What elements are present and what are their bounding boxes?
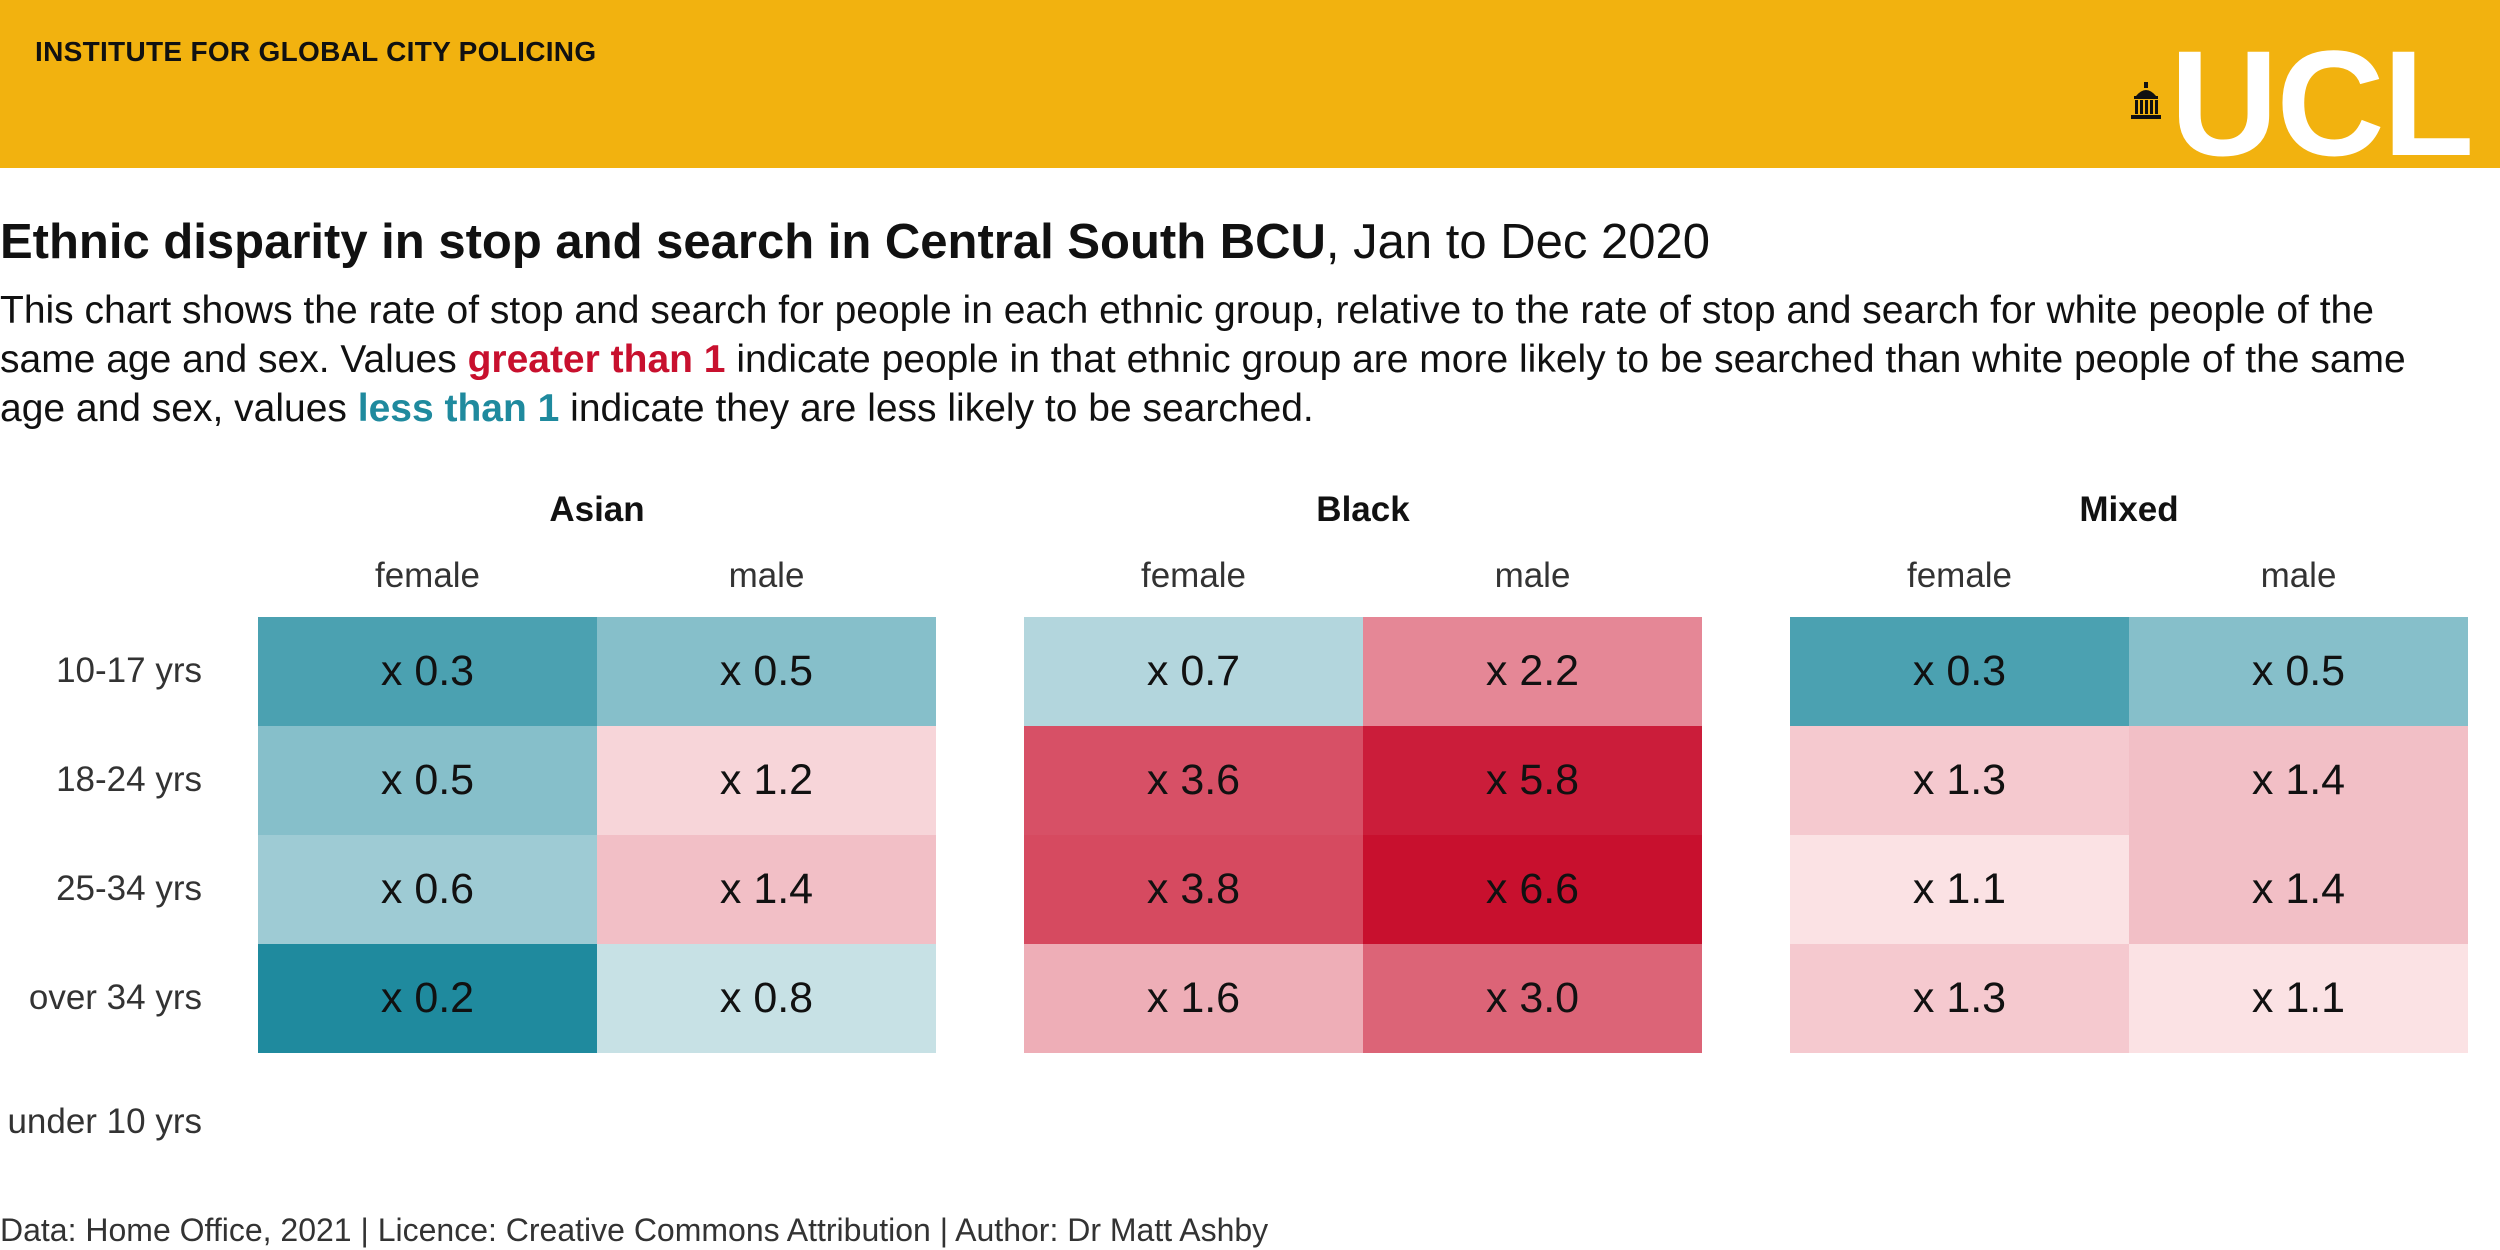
heatmap-cell: x 1.2 bbox=[597, 726, 936, 835]
column-label: male bbox=[2260, 556, 2337, 595]
group-label: Black bbox=[1316, 490, 1410, 529]
heatmap-cell: x 1.6 bbox=[1024, 944, 1363, 1053]
institute-title: INSTITUTE FOR GLOBAL CITY POLICING bbox=[35, 36, 597, 67]
heatmap-cell: x 0.8 bbox=[597, 944, 936, 1053]
row-label: over 34 yrs bbox=[28, 978, 202, 1017]
heatmap-cell: x 3.8 bbox=[1024, 835, 1363, 944]
column-label: female bbox=[1906, 556, 2013, 595]
panel-mixed: Mixed female male x 0.3 x 0.5 x 1.3 x 1.4 x 1.1… bbox=[1790, 480, 2468, 1060]
heatmap-cell: x 2.2 bbox=[1363, 617, 1702, 726]
row-label: 25-34 yrs bbox=[56, 869, 202, 908]
column-label: female bbox=[374, 556, 481, 595]
subtitle-text-3: indicate they are less likely to be sear… bbox=[559, 387, 1314, 430]
header-banner: INSTITUTE FOR GLOBAL CITY POLICING UCL bbox=[0, 0, 2500, 178]
heatmap-cell: x 1.4 bbox=[597, 835, 936, 944]
panel-black: Black female male x 0.7 x 2.2 x 3.6 x 5.8 x 3.8… bbox=[1024, 480, 1702, 1060]
heatmap-cell: x 0.3 bbox=[1790, 617, 2129, 726]
heatmap-cell: x 5.8 bbox=[1363, 726, 1702, 835]
heatmap-cell: x 0.5 bbox=[597, 617, 936, 726]
chart-title: Ethnic disparity in stop and search in C… bbox=[0, 214, 1710, 270]
subtitle-text-1: This chart shows the rate of stop and se… bbox=[0, 289, 2374, 381]
heatmap-cell: x 0.6 bbox=[258, 835, 597, 944]
heatmap-cell: x 0.5 bbox=[2129, 617, 2468, 726]
heatmap-cell: x 1.4 bbox=[2129, 726, 2468, 835]
heatmap-cell: x 1.3 bbox=[1790, 944, 2129, 1053]
column-label: male bbox=[1494, 556, 1571, 595]
ucl-logo: UCL bbox=[2120, 28, 2474, 178]
heatmap-cell: x 0.2 bbox=[258, 944, 597, 1053]
group-label: Asian bbox=[549, 490, 645, 529]
row-label: under 10 yrs bbox=[7, 1102, 202, 1141]
heatmap-cell: x 1.1 bbox=[1790, 835, 2129, 944]
heatmap-cell: x 0.3 bbox=[258, 617, 597, 726]
heatmap-cell: x 3.0 bbox=[1363, 944, 1702, 1053]
source-caption: Data: Home Office, 2021 | Licence: Creat… bbox=[0, 1212, 1269, 1248]
row-label: 10-17 yrs bbox=[56, 651, 202, 690]
row-label: 18-24 yrs bbox=[56, 760, 202, 799]
subtitle-text-2: indicate people in that ethnic group are… bbox=[0, 338, 2406, 430]
subtitle-less-highlight: less than 1 bbox=[357, 387, 560, 430]
column-label: female bbox=[1140, 556, 1247, 595]
column-label: male bbox=[728, 556, 805, 595]
heatmap-cell: x 1.4 bbox=[2129, 835, 2468, 944]
ucl-logo-text: UCL bbox=[2170, 19, 2474, 187]
chart-title-period: , Jan to Dec 2020 bbox=[1325, 215, 1710, 269]
chart-title-bold: Ethnic disparity in stop and search in C… bbox=[0, 215, 1326, 269]
panel-asian: Asian female male x 0.3 x 0.5 x 0.5 x 1.2 x 0.6… bbox=[258, 480, 936, 1060]
chart-subtitle: This chart shows the rate of stop and se… bbox=[0, 286, 2480, 433]
heatmap-cell: x 1.1 bbox=[2129, 944, 2468, 1053]
heatmap-cell: x 6.6 bbox=[1363, 835, 1702, 944]
subtitle-greater-highlight: greater than 1 bbox=[467, 338, 726, 381]
portico-icon bbox=[2131, 82, 2161, 119]
heatmap-cell: x 3.6 bbox=[1024, 726, 1363, 835]
group-label: Mixed bbox=[2079, 490, 2179, 529]
heatmap-cell: x 0.5 bbox=[258, 726, 597, 835]
heatmap-cell: x 0.7 bbox=[1024, 617, 1363, 726]
heatmap-cell: x 1.3 bbox=[1790, 726, 2129, 835]
